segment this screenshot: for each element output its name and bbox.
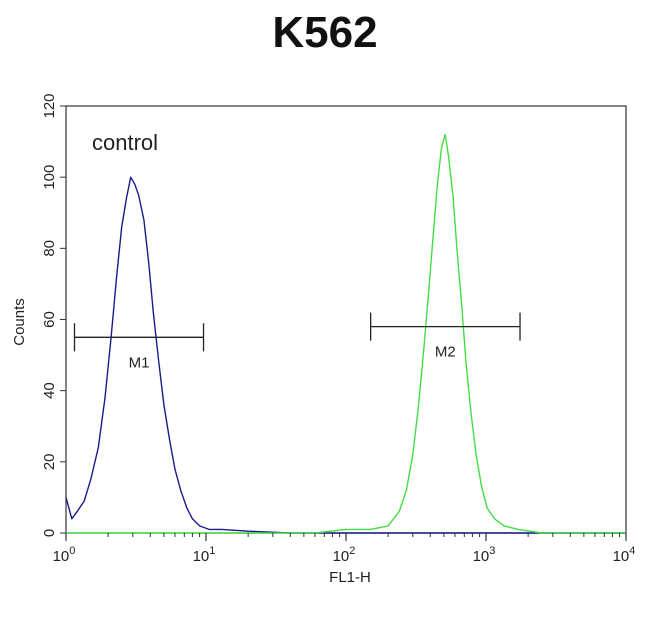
y-tick-label: 20: [41, 453, 58, 470]
y-tick-label: 100: [41, 165, 58, 190]
x-tick-exponent: 1: [209, 545, 215, 557]
plot-frame: [65, 105, 627, 534]
x-tick-exponent: 3: [489, 545, 495, 557]
y-axis-label: Counts: [11, 298, 28, 346]
x-tick-label: 102: [333, 545, 356, 565]
y-tick-label: 0: [41, 529, 58, 537]
x-axis-label: FL1-H: [329, 569, 371, 586]
marker-layer: M1 M2: [73, 312, 521, 371]
x-tick-label: 104: [613, 545, 636, 565]
x-tick-exponent: 2: [349, 545, 355, 557]
marker-m2-label: M2: [435, 344, 456, 361]
control-annotation: control: [92, 130, 158, 155]
histogram-series-2: [66, 133, 626, 534]
x-tick-label: 100: [53, 545, 76, 565]
y-tick-label: 120: [41, 93, 58, 118]
x-tick-exponent: 4: [629, 545, 635, 557]
y-tick-label: 80: [41, 240, 58, 257]
series-layer: [65, 133, 626, 534]
x-tick-label: 103: [473, 545, 496, 565]
chart-title: K562: [272, 8, 378, 57]
plot-border: [65, 105, 627, 534]
y-tick-label: 60: [41, 311, 58, 328]
y-tick-label: 40: [41, 382, 58, 399]
x-tick-exponent: 0: [69, 545, 75, 557]
marker-m1-label: M1: [129, 354, 150, 371]
x-tick-label: 101: [193, 545, 216, 565]
histogram-series-1: [65, 176, 626, 534]
